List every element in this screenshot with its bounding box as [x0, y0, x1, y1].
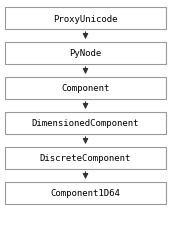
Text: PyNode: PyNode: [69, 49, 102, 58]
FancyBboxPatch shape: [5, 78, 166, 100]
FancyBboxPatch shape: [5, 147, 166, 169]
FancyBboxPatch shape: [5, 113, 166, 134]
FancyBboxPatch shape: [5, 43, 166, 65]
Text: DiscreteComponent: DiscreteComponent: [40, 154, 131, 163]
Text: Component1D64: Component1D64: [51, 189, 120, 198]
FancyBboxPatch shape: [5, 8, 166, 30]
Text: DimensionedComponent: DimensionedComponent: [32, 119, 139, 128]
Text: ProxyUnicode: ProxyUnicode: [53, 15, 118, 23]
FancyBboxPatch shape: [5, 182, 166, 204]
Text: Component: Component: [61, 84, 110, 93]
